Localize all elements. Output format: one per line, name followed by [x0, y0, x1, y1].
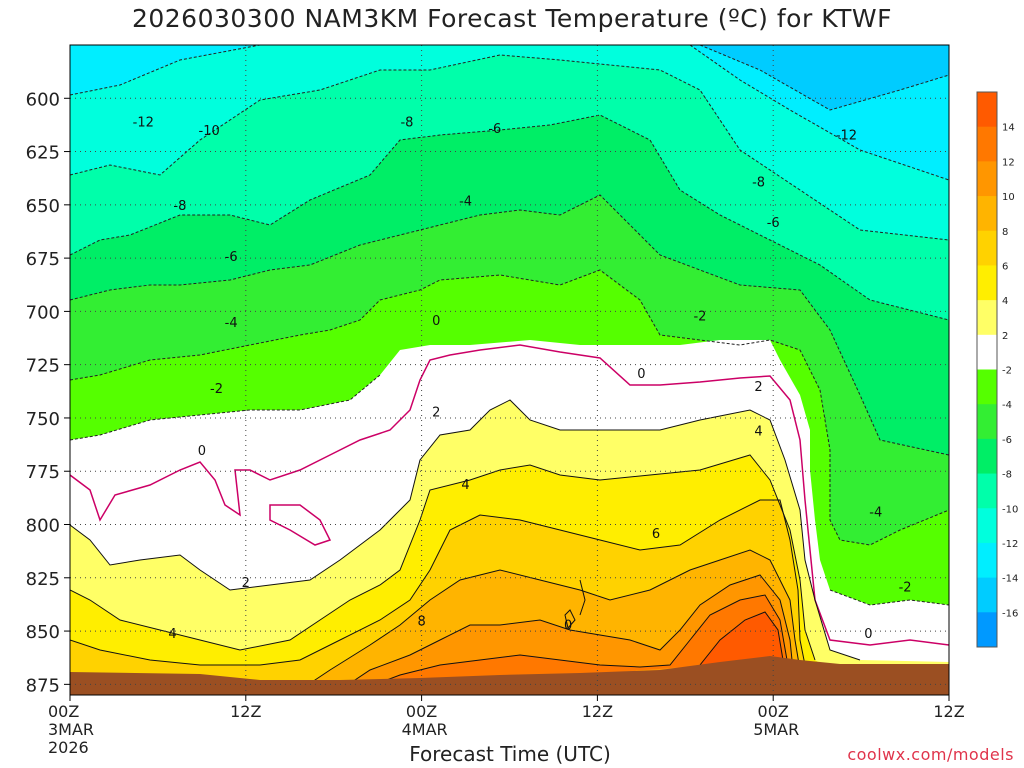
- y-axis: 600 625 650 675 700 725 750 775 800 825 850 875: [26, 89, 70, 696]
- x-tick-label: 00Z: [758, 702, 789, 721]
- y-tick-label: 850: [26, 622, 60, 643]
- credit-text: coolwx.com/models: [847, 745, 1014, 764]
- colorbar-bin: [977, 265, 997, 301]
- colorbar-label: -2: [1002, 366, 1012, 377]
- colorbar-bin: [977, 508, 997, 544]
- y-tick-label: 825: [26, 569, 60, 590]
- contour-label: 2: [432, 406, 440, 421]
- x-tick-label: 12Z: [933, 702, 964, 721]
- contour-label: 4: [754, 425, 762, 440]
- x-tick-label: 12Z: [582, 702, 613, 721]
- x-date-label: 5MAR: [753, 720, 799, 739]
- band-p12: [360, 595, 787, 690]
- colorbar-label: -4: [1002, 400, 1012, 411]
- zero-contours: [70, 344, 949, 646]
- colorbar: 14 12 10 8 6 4 2 -2 -4 -6 -8 -10 -12 -14 -16: [976, 91, 1018, 648]
- colorbar-bin: [977, 161, 997, 197]
- contour-label: 0: [864, 627, 872, 642]
- colorbar-label: -8: [1002, 470, 1012, 481]
- y-tick-label: 675: [26, 249, 60, 270]
- y-tick-label: 800: [26, 516, 60, 537]
- contour-label: 0: [637, 367, 645, 382]
- contour-label: -4: [459, 195, 472, 210]
- colorbar-bin: [977, 612, 997, 648]
- contour-label: 4: [168, 627, 176, 642]
- colorbar-bin: [977, 300, 997, 336]
- y-tick-label: 650: [26, 196, 60, 217]
- y-tick-label: 600: [26, 89, 60, 110]
- x-axis-label: Forecast Time (UTC): [409, 742, 611, 766]
- y-tick-label: 750: [26, 409, 60, 430]
- contour-label: -10: [199, 124, 220, 139]
- contour-label: 0: [564, 619, 572, 634]
- colorbar-bin: [977, 334, 997, 370]
- contour-label: 0: [432, 314, 440, 329]
- contour-label: -6: [488, 122, 501, 137]
- contour-label: 2: [242, 576, 250, 591]
- colorbar-bin: [977, 196, 997, 232]
- contour-label: 2: [754, 380, 762, 395]
- colorbar-label: 8: [1002, 227, 1008, 238]
- temperature-field: -12 -10 -8 -6 -8 -4 -6 -8 -12 -6 -4 -2 -2 0 0 0 2 2 4 4 6 -4 -…: [70, 45, 949, 695]
- colorbar-frame: [976, 91, 998, 648]
- colorbar-label: -6: [1002, 435, 1012, 446]
- terrain: [70, 656, 949, 695]
- colorbar-bin: [977, 230, 997, 266]
- negative-contours: [70, 45, 949, 606]
- contour-label: -4: [225, 316, 238, 331]
- contour-labels: -12 -10 -8 -6 -8 -4 -6 -8 -12 -6 -4 -2 -2 0 0 0 2 2 4 4 6 -4 -…: [133, 116, 912, 642]
- x-year-label: 2026: [48, 738, 89, 757]
- colorbar-label: 14: [1002, 123, 1015, 134]
- x-date-label: 3MAR: [48, 720, 94, 739]
- colorbar-label: 6: [1002, 261, 1008, 272]
- positive-contours: [70, 399, 861, 691]
- contour-label: 0: [198, 444, 206, 459]
- contour-label: -2: [210, 382, 223, 397]
- contour-label: 4: [461, 478, 469, 493]
- contour-label: -6: [767, 216, 780, 231]
- plot-frame: [69, 44, 950, 696]
- colorbar-bin: [977, 404, 997, 440]
- colorbar-label: -16: [1002, 608, 1018, 619]
- contour-label: 6: [652, 527, 660, 542]
- x-tick-label: 00Z: [406, 702, 437, 721]
- contour-label: -4: [869, 506, 882, 521]
- chart-title: 2026030300 NAM3KM Forecast Temperature (…: [131, 4, 893, 33]
- y-tick-label: 625: [26, 143, 60, 164]
- colorbar-bin: [977, 126, 997, 162]
- y-tick-label: 775: [26, 462, 60, 483]
- colorbar-label: -12: [1002, 539, 1018, 550]
- colorbar-label: 4: [1002, 296, 1008, 307]
- colorbar-bin: [977, 577, 997, 613]
- colorbar-label: -10: [1002, 504, 1018, 515]
- x-date-label: 4MAR: [402, 720, 448, 739]
- contour-label: -12: [836, 129, 857, 144]
- band-p14: [700, 612, 783, 665]
- contour-label: 8: [417, 614, 425, 629]
- colorbar-bin: [977, 92, 997, 128]
- colorbar-bin: [977, 542, 997, 579]
- colorbar-label: 12: [1002, 157, 1015, 168]
- y-tick-label: 725: [26, 356, 60, 377]
- colorbar-label: -14: [1002, 574, 1018, 585]
- x-tick-label: 00Z: [48, 702, 79, 721]
- contour-label: -8: [173, 199, 186, 214]
- contour-label: -8: [400, 116, 413, 131]
- contour-label: -6: [225, 250, 238, 265]
- colorbar-label: 10: [1002, 192, 1015, 203]
- colorbar-label: 2: [1002, 331, 1008, 342]
- contour-label: -12: [133, 116, 154, 131]
- grid: [70, 45, 949, 695]
- y-tick-label: 875: [26, 675, 60, 696]
- contour-label: -8: [752, 175, 765, 190]
- contour-label: -2: [693, 310, 706, 325]
- colorbar-bin: [977, 369, 997, 405]
- colorbar-bin: [977, 473, 997, 509]
- colorbar-bin: [977, 438, 997, 475]
- x-tick-label: 12Z: [230, 702, 261, 721]
- y-tick-label: 700: [26, 302, 60, 323]
- contour-label: -2: [899, 580, 912, 595]
